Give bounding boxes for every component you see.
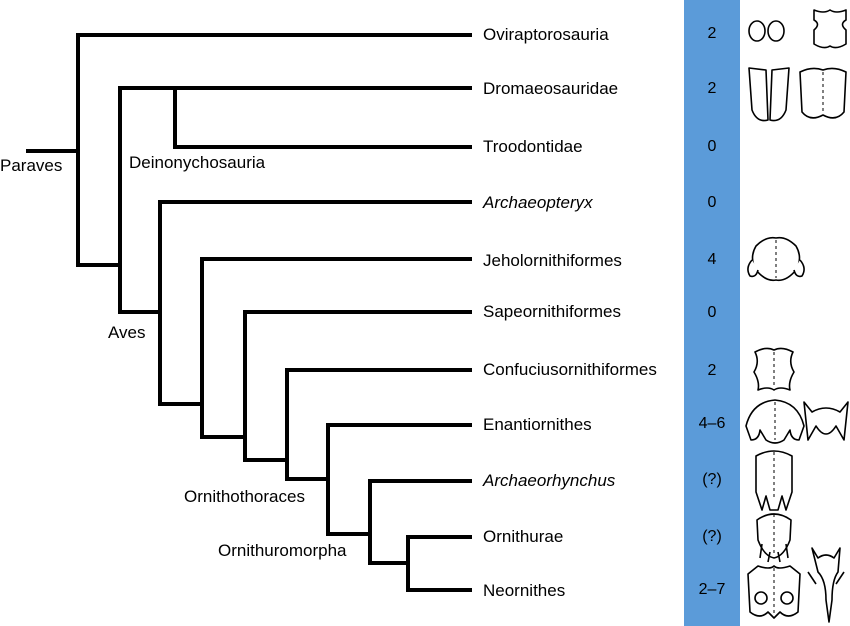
count-value: 2–7 xyxy=(699,581,726,598)
clade-label-deinonychosauria: Deinonychosauria xyxy=(129,153,266,172)
taxon-label: Sapeornithiformes xyxy=(483,302,621,321)
confuciusornis-sternum-icon xyxy=(753,347,795,391)
taxon-label: Troodontidae xyxy=(483,137,583,156)
count-values: 2 2 0 0 4 0 2 4–6 (?) (?) 2–7 xyxy=(699,25,726,598)
count-value: 4–6 xyxy=(699,415,726,432)
count-value: 0 xyxy=(708,138,717,155)
taxon-label: Archaeopteryx xyxy=(482,193,593,212)
ornithurine-sternum-icon xyxy=(756,513,792,563)
clade-label-paraves: Paraves xyxy=(0,156,62,175)
taxon-label: Neornithes xyxy=(483,581,565,600)
clade-label-ornithuromorpha: Ornithuromorpha xyxy=(218,541,347,560)
taxon-label: Ornithurae xyxy=(483,527,563,546)
enantiornithine-sternum-alt-icon xyxy=(803,401,849,441)
sternal-ossification-column xyxy=(684,0,740,626)
neornithine-sternum-icon xyxy=(747,565,801,619)
sternum-midline-icon xyxy=(799,67,847,119)
paired-oval-sternal-plates-icon xyxy=(748,20,785,42)
count-value: 0 xyxy=(708,304,717,321)
paired-sternal-plates-icon xyxy=(748,67,790,122)
fused-sternum-icon xyxy=(813,9,847,49)
neornithine-keeled-sternum-icon xyxy=(807,547,845,623)
count-value: 2 xyxy=(708,362,717,379)
enantiornithine-sternum-icon xyxy=(745,399,805,444)
count-value: 0 xyxy=(708,194,717,211)
clade-label-aves: Aves xyxy=(108,323,146,342)
taxon-label: Archaeorhynchus xyxy=(482,471,616,490)
count-value: 2 xyxy=(708,80,717,97)
taxon-label: Enantiornithes xyxy=(483,415,592,434)
clade-label-ornithothoraces: Ornithothoraces xyxy=(184,487,305,506)
taxon-label: Oviraptorosauria xyxy=(483,25,609,44)
sternum-icons xyxy=(745,9,849,623)
count-value: 2 xyxy=(708,25,717,42)
archaeorhynchus-sternum-icon xyxy=(755,450,793,511)
tree-branches xyxy=(26,33,472,592)
count-value: 4 xyxy=(708,251,717,268)
jeholornis-sternum-icon xyxy=(747,236,805,282)
taxon-label: Dromaeosauridae xyxy=(483,79,618,98)
taxon-labels: Oviraptorosauria Dromaeosauridae Troodon… xyxy=(482,25,657,600)
taxon-label: Jeholornithiformes xyxy=(483,251,622,270)
count-value: (?) xyxy=(702,471,722,488)
taxon-label: Confuciusornithiformes xyxy=(483,360,657,379)
count-value: (?) xyxy=(702,528,722,545)
